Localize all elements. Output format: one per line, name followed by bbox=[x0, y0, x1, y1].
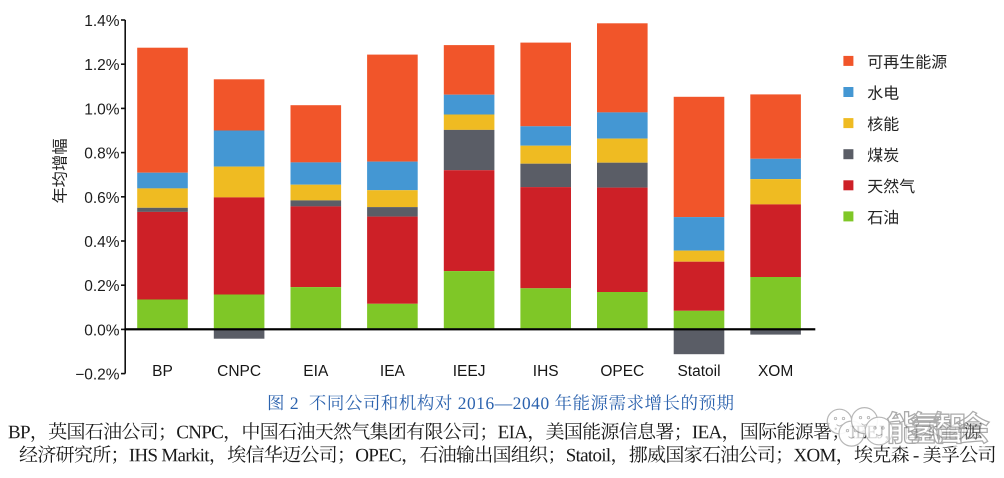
svg-text:IEA: IEA bbox=[380, 363, 406, 380]
svg-text:XOM: XOM bbox=[758, 363, 793, 380]
svg-text:0.8%: 0.8% bbox=[84, 146, 120, 163]
svg-text:1.4%: 1.4% bbox=[84, 13, 120, 30]
svg-text:OPEC: OPEC bbox=[600, 363, 644, 380]
svg-text:1.2%: 1.2% bbox=[84, 57, 120, 74]
svg-text:−0.2%: −0.2% bbox=[75, 367, 120, 384]
svg-text:1.0%: 1.0% bbox=[84, 101, 120, 118]
svg-text:0.2%: 0.2% bbox=[84, 278, 120, 295]
svg-text:IHS: IHS bbox=[533, 363, 559, 380]
svg-text:CNPC: CNPC bbox=[217, 363, 261, 380]
svg-text:EIA: EIA bbox=[303, 363, 329, 380]
svg-text:Statoil: Statoil bbox=[677, 363, 720, 380]
svg-text:0.4%: 0.4% bbox=[84, 234, 120, 251]
svg-text:0.6%: 0.6% bbox=[84, 190, 120, 207]
svg-text:0.0%: 0.0% bbox=[84, 322, 120, 339]
svg-text:IEEJ: IEEJ bbox=[453, 363, 486, 380]
svg-text:BP: BP bbox=[152, 363, 173, 380]
